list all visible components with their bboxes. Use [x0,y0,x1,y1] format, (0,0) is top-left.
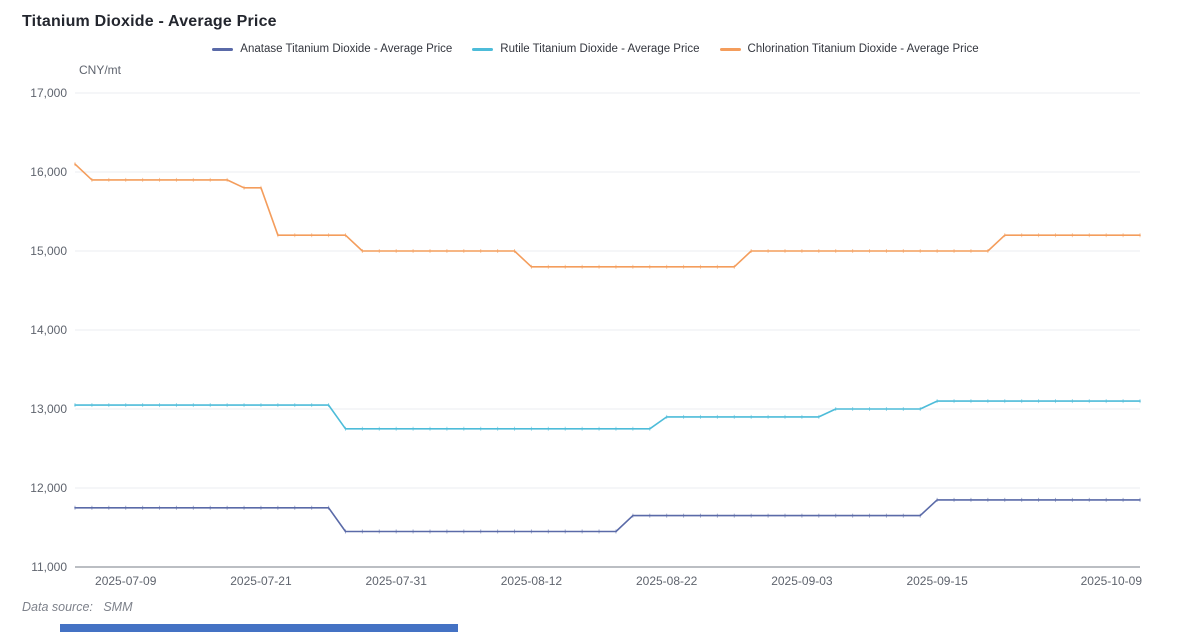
x-axis-tick-label: 2025-10-09 [1081,574,1143,588]
data-source-note: Data source: SMM [22,600,133,614]
data-source-label: Data source: [22,600,93,614]
y-axis-tick-label: 15,000 [30,244,67,258]
legend-item-chlorination[interactable]: Chlorination Titanium Dioxide - Average … [719,43,979,55]
legend-line-swatch-rutile [472,47,494,51]
chart-title: Titanium Dioxide - Average Price [22,13,277,30]
y-axis-tick-label: 13,000 [30,402,67,416]
y-axis-tick-label: 16,000 [30,165,67,179]
legend-item-label: Anatase Titanium Dioxide - Average Price [240,43,453,55]
x-axis-tick-label: 2025-09-15 [906,574,968,588]
series-line [74,499,1141,533]
x-axis-tick-label: 2025-07-31 [365,574,427,588]
y-axis-tick-label: 11,000 [31,560,67,574]
legend-item-rutile[interactable]: Rutile Titanium Dioxide - Average Price [472,43,700,55]
legend-item-anatase[interactable]: Anatase Titanium Dioxide - Average Price [212,43,452,55]
y-axis-unit-label: CNY/mt [79,63,121,77]
data-source-value: SMM [103,600,133,614]
x-axis-tick-label: 2025-08-12 [501,574,563,588]
legend-line-swatch-anatase [212,47,234,51]
legend-line-swatch-chlorination [719,47,741,51]
legend: Anatase Titanium Dioxide - Average Price… [0,43,1191,55]
y-axis-tick-label: 17,000 [30,86,67,100]
y-axis-tick-label: 14,000 [30,323,67,337]
legend-item-label: Rutile Titanium Dioxide - Average Price [500,43,700,55]
x-axis-tick-label: 2025-08-22 [636,574,698,588]
x-axis-tick-label: 2025-07-09 [95,574,157,588]
legend-item-label: Chlorination Titanium Dioxide - Average … [747,43,979,55]
x-axis-tick-label: 2025-09-03 [771,574,833,588]
series-line [74,163,1141,268]
bottom-accent-bar [60,624,458,632]
x-axis-tick-label: 2025-07-21 [230,574,292,588]
y-axis-tick-label: 12,000 [30,481,67,495]
series-line [74,400,1141,430]
